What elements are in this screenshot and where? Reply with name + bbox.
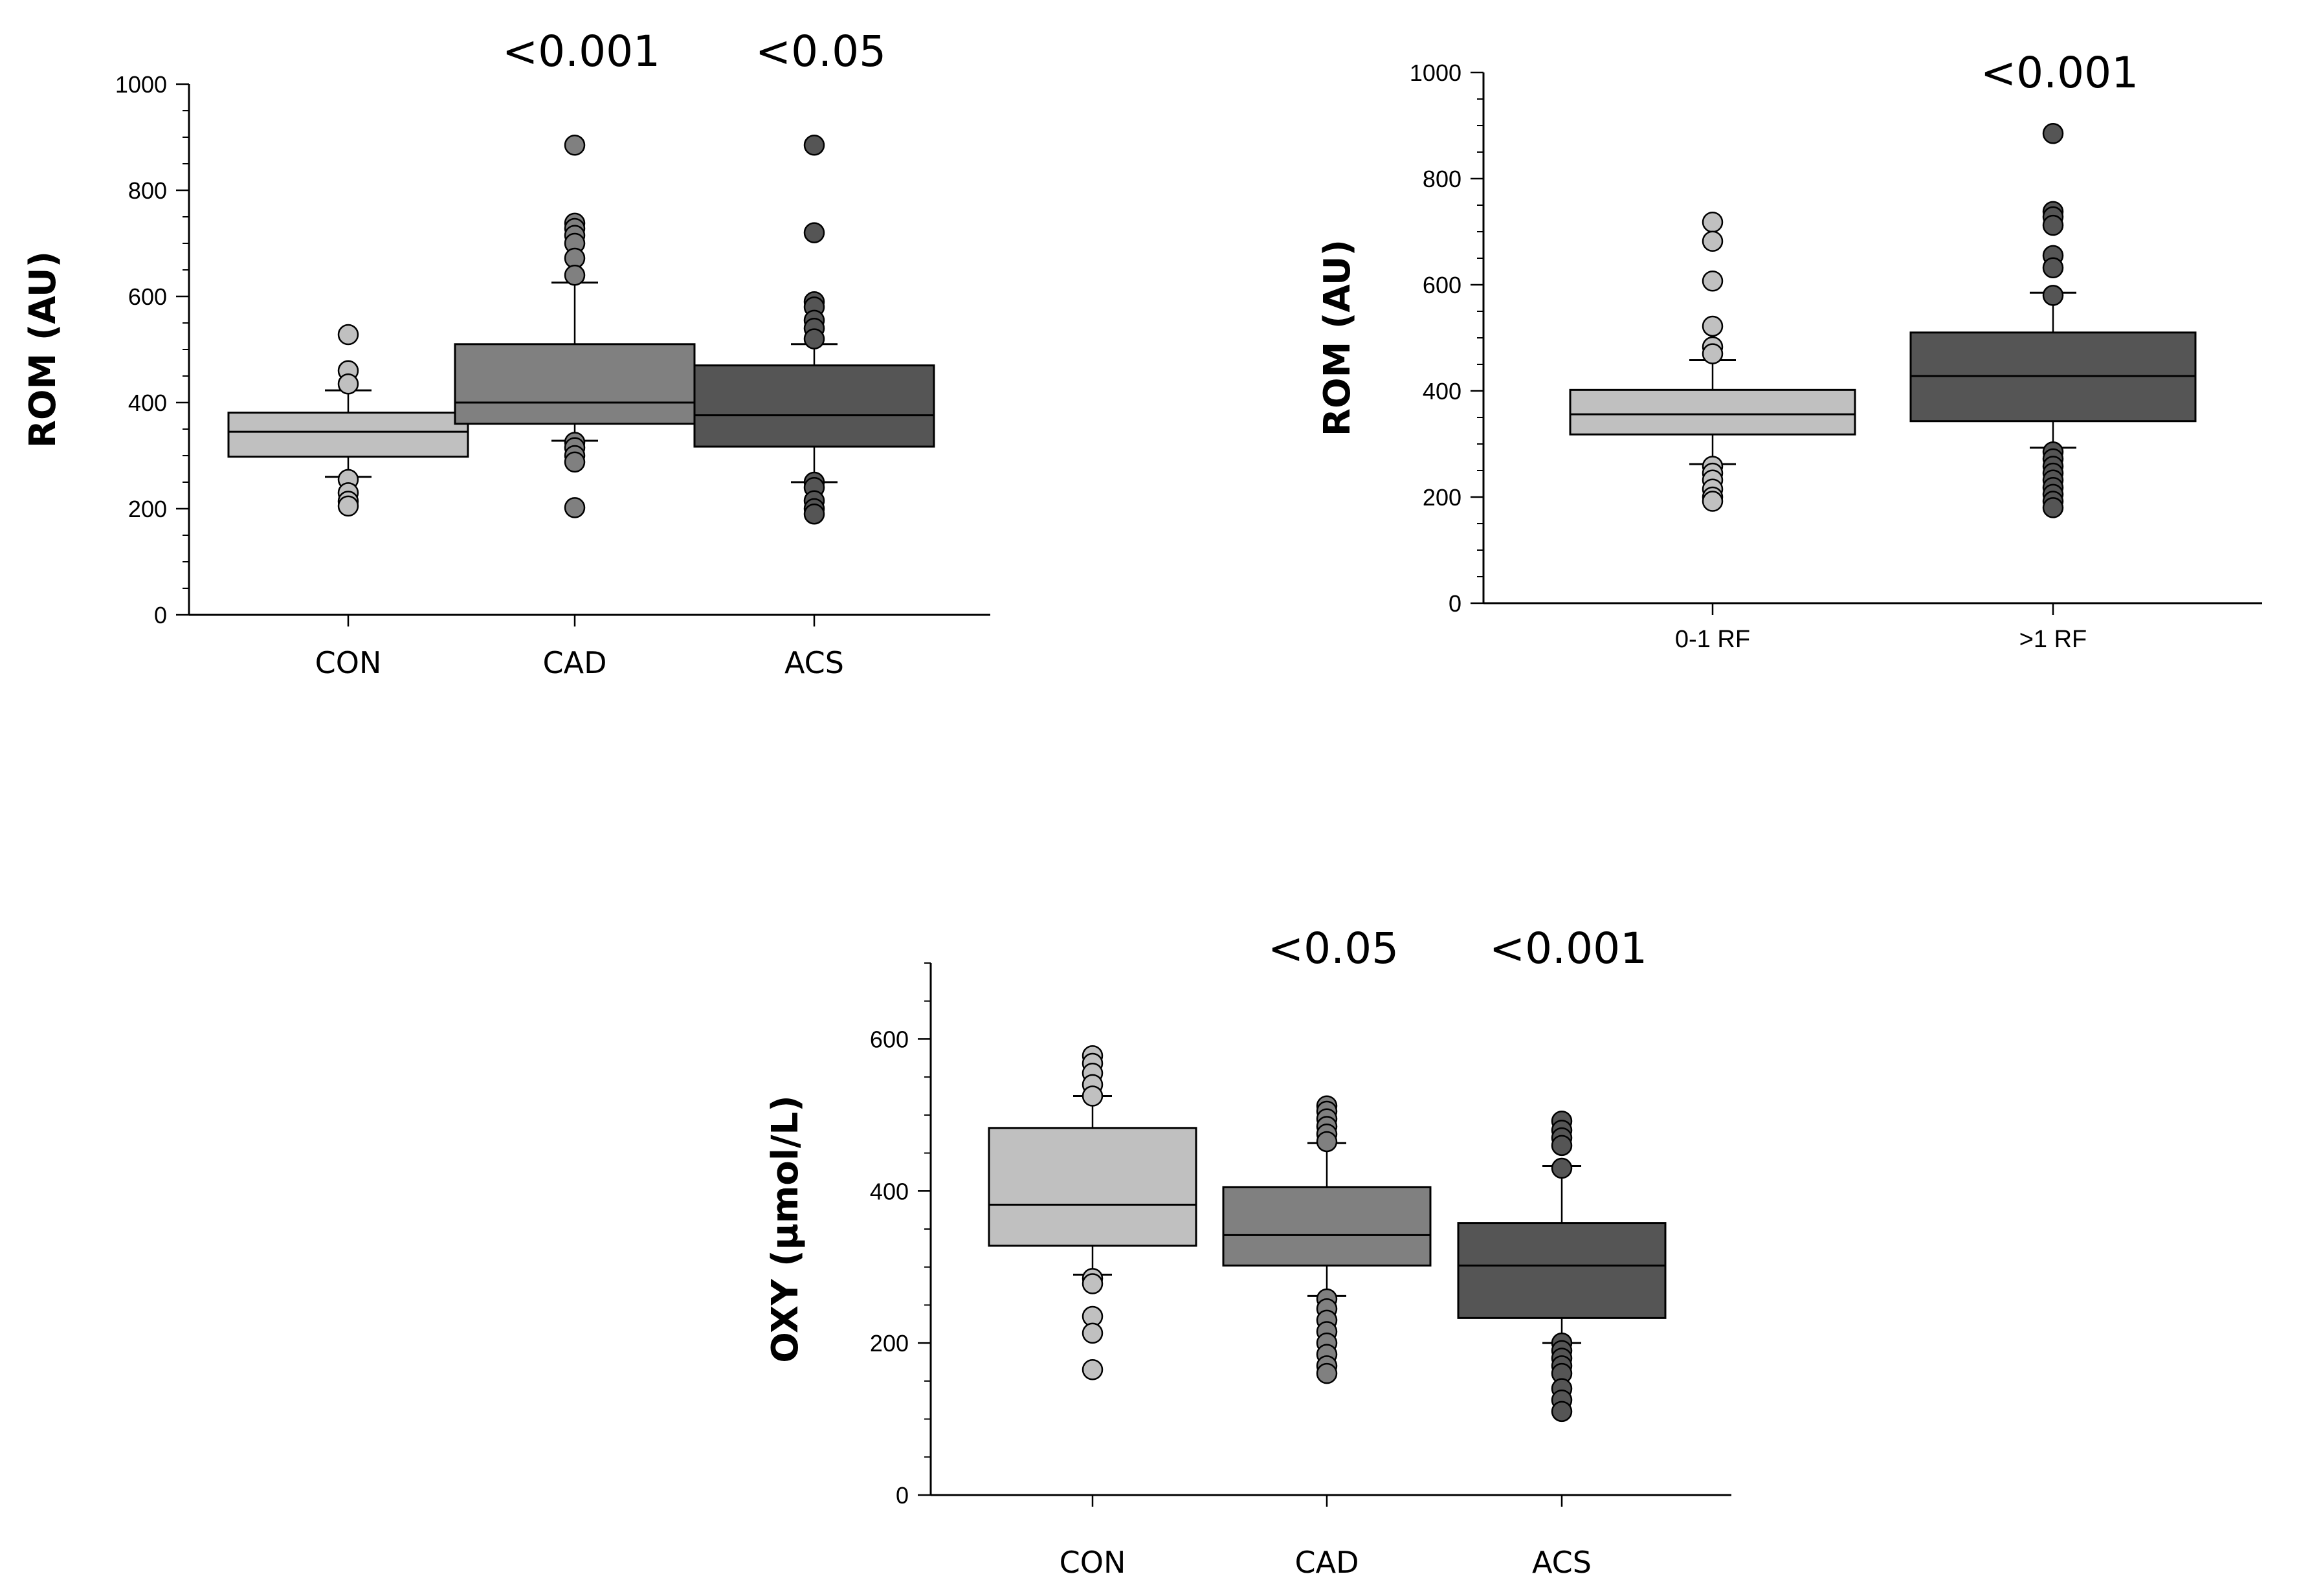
y-axis-title: ROM (AU) (22, 251, 64, 448)
box-iqr (988, 1127, 1197, 1247)
outlier-point (803, 135, 825, 156)
outlier-point (1551, 1135, 1573, 1157)
box-series-1 (1909, 123, 2197, 518)
outlier-point (1551, 1157, 1573, 1179)
y-tick-label: 800 (128, 177, 167, 204)
outlier-point (1702, 491, 1724, 512)
y-axis-title: OXY (µmol/L) (764, 1095, 806, 1362)
p-value-label: <0.001 (1489, 924, 1647, 973)
box-series-0 (1569, 211, 1856, 512)
outlier-point (564, 135, 586, 156)
outlier-point (337, 324, 359, 346)
outlier-point (564, 451, 586, 473)
box-iqr (1569, 388, 1856, 436)
box-iqr (227, 412, 469, 458)
outlier-point (564, 264, 586, 286)
y-tick-label: 0 (1449, 590, 1461, 617)
y-tick-label: 800 (1423, 166, 1461, 192)
y-tick-label: 0 (154, 602, 167, 628)
y-tick-label: 0 (896, 1482, 909, 1509)
x-category-label: CON (1060, 1545, 1126, 1580)
p-value-label: <0.05 (755, 27, 886, 76)
outlier-point (803, 222, 825, 243)
outlier-point (1702, 211, 1724, 233)
box-iqr (1222, 1186, 1432, 1267)
y-tick-label: 600 (128, 283, 167, 310)
outlier-point (1702, 343, 1724, 364)
outlier-point (564, 497, 586, 518)
outlier-point (1702, 271, 1724, 292)
x-category-label: 0-1 RF (1675, 626, 1750, 653)
y-tick-label: 200 (1423, 484, 1461, 511)
x-category-label: CAD (1294, 1545, 1359, 1580)
y-tick-label: 200 (870, 1330, 909, 1357)
y-tick-label: 1000 (115, 71, 167, 98)
outlier-point (2042, 123, 2064, 144)
y-tick-label: 1000 (1410, 60, 1461, 86)
box-series-1 (1222, 1095, 1432, 1384)
box-series-0 (988, 1045, 1197, 1380)
x-category-label: ACS (1532, 1545, 1592, 1580)
outlier-point (1702, 315, 1724, 337)
outlier-point (337, 495, 359, 517)
outlier-point (1082, 1273, 1104, 1294)
p-value-label: <0.001 (1981, 48, 2138, 98)
outlier-point (1316, 1362, 1338, 1384)
y-tick-label: 400 (128, 390, 167, 416)
box-iqr (1457, 1222, 1667, 1319)
x-category-label: ACS (784, 645, 844, 680)
y-tick-label: 400 (1423, 378, 1461, 405)
panel-rom-by-group: 0 200 400 600 800 1000 ROM (AU) CON CAD ACS <0.001… (22, 27, 990, 680)
outlier-point (1702, 230, 1724, 252)
box-series-1 (454, 135, 696, 518)
box-series-2 (1457, 1111, 1667, 1423)
outlier-point (2042, 285, 2064, 306)
y-axis-title: ROM (AU) (1316, 239, 1359, 436)
panel-oxy-by-group: 0 200 400 600 OXY (µmol/L) CON CAD ACS <0.05 <0.0… (764, 924, 1731, 1580)
outlier-point (1082, 1085, 1104, 1107)
outlier-point (2042, 214, 2064, 236)
outlier-point (337, 373, 359, 395)
p-value-label: <0.001 (502, 27, 660, 76)
outlier-point (2042, 497, 2064, 518)
p-value-label: <0.05 (1268, 924, 1399, 973)
box-iqr (693, 364, 935, 448)
y-tick-label: 600 (1423, 272, 1461, 298)
outlier-point (1316, 1131, 1338, 1153)
box-series-2 (693, 135, 935, 525)
outlier-point (1082, 1322, 1104, 1344)
y-tick-label: 600 (870, 1026, 909, 1052)
outlier-point (803, 328, 825, 349)
box-series-0 (227, 324, 469, 517)
y-tick-label: 200 (128, 496, 167, 522)
x-category-label: CAD (542, 645, 606, 680)
box-iqr (454, 343, 696, 425)
outlier-point (1551, 1401, 1573, 1423)
x-category-label: CON (315, 645, 382, 680)
panel-rom-by-risk-factors: 0 200 400 600 800 1000 ROM (AU) 0-1 RF >1 RF <0.0… (1316, 48, 2262, 653)
x-category-label: >1 RF (2019, 626, 2087, 653)
outlier-point (803, 503, 825, 525)
outlier-point (2042, 257, 2064, 279)
y-tick-label: 400 (870, 1178, 909, 1204)
outlier-point (1082, 1358, 1104, 1380)
